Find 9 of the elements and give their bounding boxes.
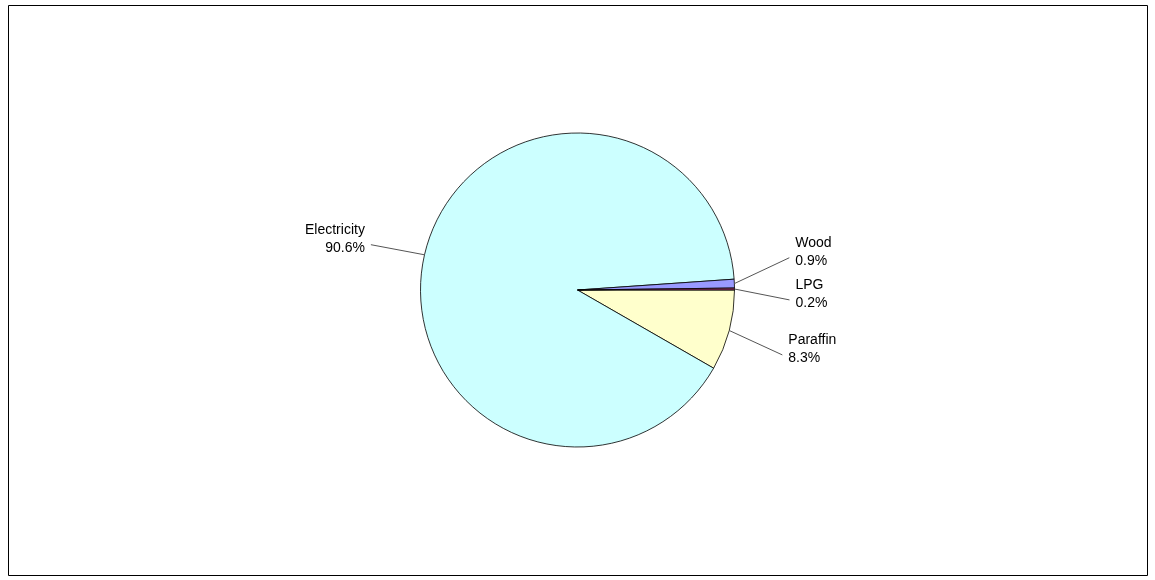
slice-label: LPG: [795, 275, 824, 292]
slice-label: Paraffin: [788, 330, 837, 347]
data-label: 90.6%: [325, 238, 365, 255]
pie-slice: [420, 132, 735, 448]
data-label: 0.9%: [795, 251, 828, 268]
slice-label: Electricity: [304, 220, 365, 237]
slice-label: Wood: [795, 233, 832, 250]
data-label: 0.2%: [795, 293, 828, 310]
data-label: 8.3%: [788, 348, 821, 365]
